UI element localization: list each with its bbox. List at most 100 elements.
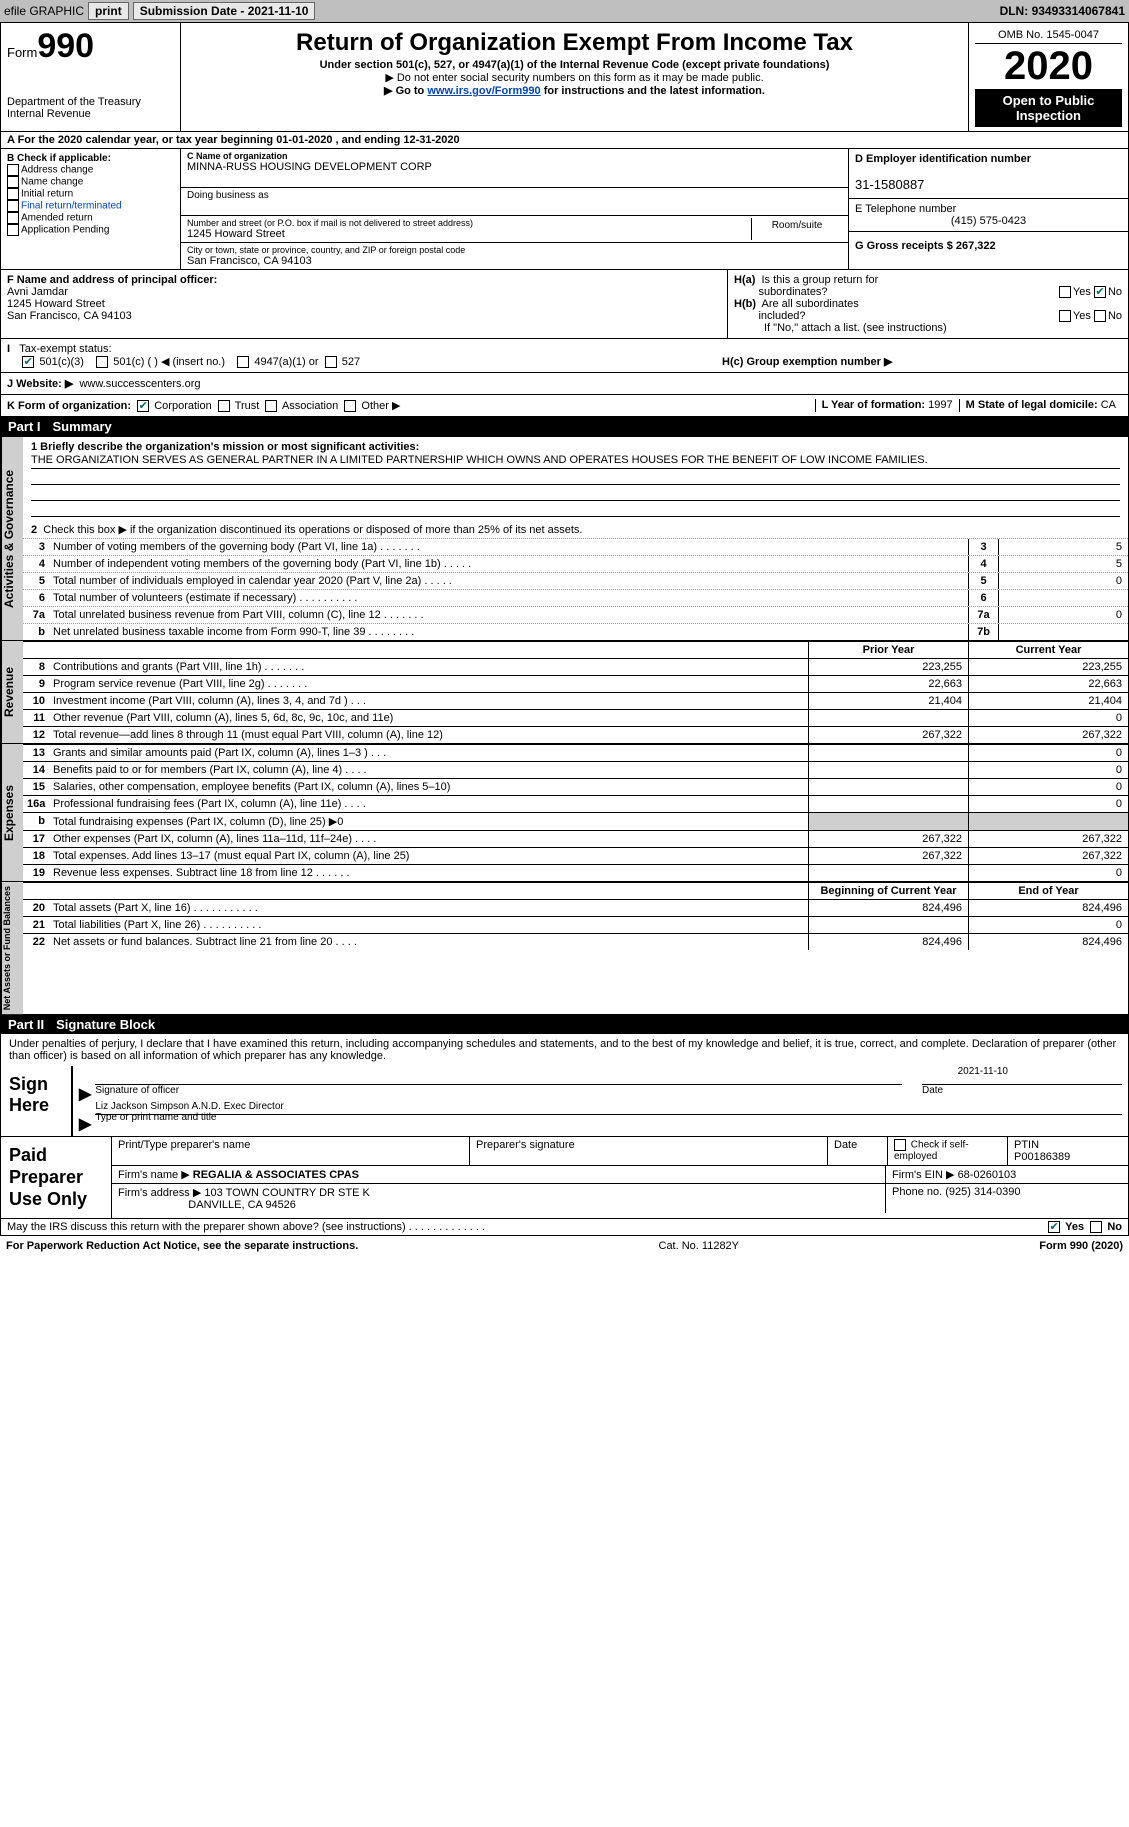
chk-527[interactable]: [325, 356, 337, 368]
open-public: Open to PublicInspection: [975, 89, 1122, 127]
discuss-no[interactable]: [1090, 1221, 1102, 1233]
chk-other[interactable]: [344, 400, 356, 412]
vert-net-assets: Net Assets or Fund Balances: [1, 882, 23, 1014]
row-a-period: A For the 2020 calendar year, or tax yea…: [0, 132, 1129, 149]
chk-amended[interactable]: Amended return: [7, 212, 174, 224]
gov-row: 4Number of independent voting members of…: [23, 555, 1128, 572]
phone: (415) 575-0423: [855, 215, 1122, 227]
data-row: 14Benefits paid to or for members (Part …: [23, 761, 1128, 778]
col-end: End of Year: [968, 883, 1128, 899]
perjury-declaration: Under penalties of perjury, I declare th…: [1, 1034, 1128, 1066]
note-goto: ▶ Go to www.irs.gov/Form990 for instruct…: [187, 84, 962, 97]
col-prior: Prior Year: [808, 642, 968, 658]
chk-501c[interactable]: [96, 356, 108, 368]
data-row: 9Program service revenue (Part VIII, lin…: [23, 675, 1128, 692]
form-footer: Form 990 (2020): [1039, 1240, 1123, 1252]
arrow-icon: ▶: [79, 1114, 91, 1134]
ha-yes[interactable]: [1059, 286, 1071, 298]
data-row: 13Grants and similar amounts paid (Part …: [23, 744, 1128, 761]
data-row: 15Salaries, other compensation, employee…: [23, 778, 1128, 795]
part-i-header: Part I Summary: [0, 417, 1129, 436]
vert-governance: Activities & Governance: [1, 437, 23, 640]
print-button[interactable]: print: [88, 2, 129, 20]
irs-link[interactable]: www.irs.gov/Form990: [427, 85, 540, 97]
arrow-icon: ▶: [79, 1084, 91, 1104]
ptin: P00186389: [1014, 1151, 1070, 1163]
ha-no[interactable]: [1094, 286, 1106, 298]
chk-4947[interactable]: [237, 356, 249, 368]
omb-number: OMB No. 1545-0047: [975, 27, 1122, 44]
mission-text: THE ORGANIZATION SERVES AS GENERAL PARTN…: [31, 453, 1120, 469]
gov-row: 6Total number of volunteers (estimate if…: [23, 589, 1128, 606]
col-current: Current Year: [968, 642, 1128, 658]
row-i: I Tax-exempt status: 501(c)(3) 501(c) ( …: [0, 339, 1129, 373]
year-formation: 1997: [928, 399, 952, 411]
dept-treasury: Department of the Treasury Internal Reve…: [7, 96, 174, 120]
firm-name: REGALIA & ASSOCIATES CPAS: [193, 1169, 359, 1181]
dln: DLN: 93493314067841: [1000, 4, 1125, 18]
ein: 31-1580887: [855, 177, 924, 192]
chk-initial-return[interactable]: Initial return: [7, 188, 174, 200]
pra-notice: For Paperwork Reduction Act Notice, see …: [6, 1240, 358, 1252]
form-title: Return of Organization Exempt From Incom…: [187, 29, 962, 57]
block-bcd: B Check if applicable: Address change Na…: [0, 149, 1129, 270]
data-row: 11Other revenue (Part VIII, column (A), …: [23, 709, 1128, 726]
paid-preparer-label: Paid Preparer Use Only: [1, 1137, 111, 1218]
state-domicile: CA: [1101, 399, 1116, 411]
col-begin: Beginning of Current Year: [808, 883, 968, 899]
chk-501c3[interactable]: [22, 356, 34, 368]
gov-row: 3Number of voting members of the governi…: [23, 538, 1128, 555]
submission-date-box: Submission Date - 2021-11-10: [133, 2, 316, 20]
sig-date-value: 2021-11-10: [958, 1066, 1008, 1077]
officer-name: Avni Jamdar: [7, 286, 68, 298]
chk-final-return[interactable]: Final return/terminated: [7, 200, 174, 212]
cat-no: Cat. No. 11282Y: [358, 1240, 1039, 1252]
gov-row: 5Total number of individuals employed in…: [23, 572, 1128, 589]
data-row: 17Other expenses (Part IX, column (A), l…: [23, 830, 1128, 847]
website: www.successcenters.org: [79, 378, 200, 390]
data-row: 22Net assets or fund balances. Subtract …: [23, 933, 1128, 950]
org-street: 1245 Howard Street: [187, 228, 751, 240]
data-row: 18Total expenses. Add lines 13–17 (must …: [23, 847, 1128, 864]
firm-addr2: DANVILLE, CA 94526: [188, 1199, 296, 1211]
gov-row: bNet unrelated business taxable income f…: [23, 623, 1128, 640]
form-header: Form990 Department of the Treasury Inter…: [0, 22, 1129, 132]
row-j: J Website: ▶ www.successcenters.org: [0, 373, 1129, 395]
form-number: Form990: [7, 27, 174, 66]
row-fh: F Name and address of principal officer:…: [0, 270, 1129, 339]
hb-yes[interactable]: [1059, 310, 1071, 322]
tax-year: 2020: [975, 44, 1122, 89]
room-suite: Room/suite: [752, 218, 842, 240]
chk-trust[interactable]: [218, 400, 230, 412]
discuss-yes[interactable]: [1048, 1221, 1060, 1233]
chk-assoc[interactable]: [265, 400, 277, 412]
data-row: 20Total assets (Part X, line 16) . . . .…: [23, 899, 1128, 916]
top-bar: efile GRAPHIC print Submission Date - 20…: [0, 0, 1129, 22]
vert-revenue: Revenue: [1, 641, 23, 743]
chk-pending[interactable]: Application Pending: [7, 224, 174, 236]
note-ssn: ▶ Do not enter social security numbers o…: [187, 71, 962, 84]
gov-row: 7aTotal unrelated business revenue from …: [23, 606, 1128, 623]
discuss-row: May the IRS discuss this return with the…: [1, 1218, 1128, 1235]
col-b-checkboxes: B Check if applicable: Address change Na…: [1, 149, 181, 269]
chk-self-employed[interactable]: [894, 1139, 906, 1151]
data-row: 16aProfessional fundraising fees (Part I…: [23, 795, 1128, 812]
chk-corp[interactable]: [137, 400, 149, 412]
firm-addr1: 103 TOWN COUNTRY DR STE K: [204, 1187, 369, 1199]
data-row: 21Total liabilities (Part X, line 26) . …: [23, 916, 1128, 933]
org-name: MINNA-RUSS HOUSING DEVELOPMENT CORP: [187, 161, 842, 173]
data-row: 10Investment income (Part VIII, column (…: [23, 692, 1128, 709]
chk-address-change[interactable]: Address change: [7, 164, 174, 176]
efile-label: efile GRAPHIC: [4, 4, 84, 18]
gross-receipts: 267,322: [956, 240, 996, 252]
hb-no[interactable]: [1094, 310, 1106, 322]
row-k: K Form of organization: Corporation Trus…: [0, 395, 1129, 417]
part-ii-header: Part II Signature Block: [0, 1015, 1129, 1034]
officer-name-title: Liz Jackson Simpson A.N.D. Exec Director: [95, 1101, 1122, 1112]
chk-name-change[interactable]: Name change: [7, 176, 174, 188]
data-row: 12Total revenue—add lines 8 through 11 (…: [23, 726, 1128, 743]
sign-here-label: Sign Here: [1, 1066, 71, 1136]
firm-phone: (925) 314-0390: [945, 1186, 1020, 1198]
data-row: 19Revenue less expenses. Subtract line 1…: [23, 864, 1128, 881]
firm-ein: 68-0260103: [958, 1169, 1017, 1181]
